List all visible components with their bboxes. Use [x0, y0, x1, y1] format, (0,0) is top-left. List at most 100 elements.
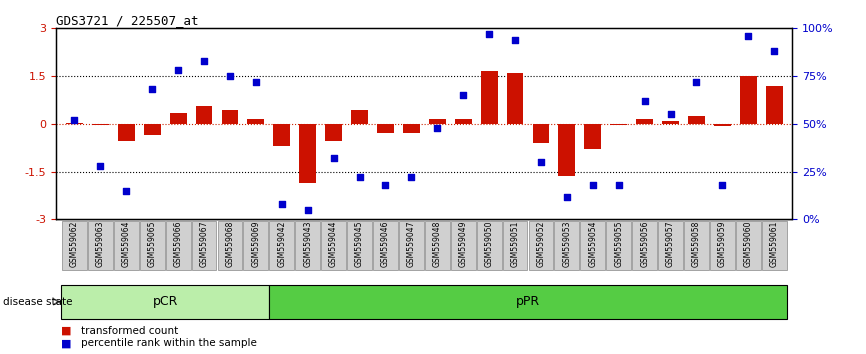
- Bar: [606, 221, 631, 270]
- Point: [326, 155, 340, 161]
- Text: ■: ■: [61, 338, 71, 348]
- Text: GSM559054: GSM559054: [588, 221, 598, 267]
- Text: GSM559048: GSM559048: [433, 221, 442, 267]
- Point: [637, 98, 651, 104]
- Bar: [533, 124, 549, 143]
- Text: pPR: pPR: [516, 295, 540, 308]
- Bar: [662, 121, 679, 124]
- Point: [560, 194, 574, 199]
- Point: [378, 182, 392, 188]
- Text: GSM559063: GSM559063: [96, 221, 105, 267]
- Text: GSM559055: GSM559055: [614, 221, 624, 267]
- Bar: [710, 221, 735, 270]
- Point: [767, 48, 781, 54]
- Text: GSM559058: GSM559058: [692, 221, 701, 267]
- Point: [94, 163, 107, 169]
- Bar: [300, 124, 316, 183]
- Text: GSM559061: GSM559061: [770, 221, 779, 267]
- Bar: [321, 221, 346, 270]
- Point: [715, 182, 729, 188]
- Point: [120, 188, 133, 194]
- Bar: [269, 221, 294, 270]
- Text: GSM559049: GSM559049: [459, 221, 468, 267]
- Bar: [559, 124, 575, 176]
- Bar: [170, 113, 186, 124]
- Text: GSM559060: GSM559060: [744, 221, 753, 267]
- Bar: [373, 221, 397, 270]
- Text: GSM559069: GSM559069: [251, 221, 261, 267]
- Text: GSM559044: GSM559044: [329, 221, 338, 267]
- Point: [68, 117, 81, 123]
- Bar: [191, 221, 216, 270]
- Point: [404, 175, 418, 180]
- Text: GSM559065: GSM559065: [148, 221, 157, 267]
- Bar: [585, 124, 601, 149]
- Bar: [688, 116, 705, 124]
- Text: GSM559057: GSM559057: [666, 221, 675, 267]
- Text: transformed count: transformed count: [81, 326, 178, 336]
- Point: [197, 58, 211, 64]
- Bar: [481, 71, 498, 124]
- Bar: [528, 221, 553, 270]
- Bar: [399, 221, 423, 270]
- Text: GSM559062: GSM559062: [70, 221, 79, 267]
- Bar: [632, 221, 657, 270]
- Point: [482, 31, 496, 37]
- Bar: [476, 221, 501, 270]
- Bar: [740, 76, 757, 124]
- Text: GSM559068: GSM559068: [225, 221, 235, 267]
- Bar: [766, 86, 783, 124]
- Bar: [113, 221, 139, 270]
- Text: GSM559053: GSM559053: [562, 221, 572, 267]
- Point: [145, 87, 159, 92]
- Text: GSM559051: GSM559051: [511, 221, 520, 267]
- Point: [352, 175, 366, 180]
- Bar: [274, 124, 290, 146]
- Bar: [66, 123, 83, 124]
- Text: pCR: pCR: [152, 295, 178, 308]
- Text: GSM559056: GSM559056: [640, 221, 650, 267]
- Point: [611, 182, 625, 188]
- Bar: [502, 221, 527, 270]
- Bar: [762, 221, 786, 270]
- Text: GSM559066: GSM559066: [173, 221, 183, 267]
- Bar: [118, 124, 135, 141]
- Text: GDS3721 / 225507_at: GDS3721 / 225507_at: [56, 14, 199, 27]
- Point: [223, 73, 237, 79]
- Bar: [554, 221, 579, 270]
- Text: GSM559067: GSM559067: [199, 221, 209, 267]
- Bar: [684, 221, 709, 270]
- Bar: [243, 221, 268, 270]
- Bar: [222, 110, 238, 124]
- Point: [586, 182, 600, 188]
- Bar: [62, 221, 87, 270]
- Bar: [658, 221, 683, 270]
- Bar: [736, 221, 760, 270]
- Bar: [403, 124, 420, 133]
- Bar: [92, 124, 109, 125]
- Text: GSM559043: GSM559043: [303, 221, 313, 267]
- Point: [689, 79, 703, 85]
- Point: [430, 125, 444, 131]
- Text: GSM559050: GSM559050: [485, 221, 494, 267]
- Bar: [248, 119, 264, 124]
- Bar: [165, 221, 191, 270]
- Bar: [139, 221, 165, 270]
- Bar: [429, 119, 446, 124]
- Bar: [347, 221, 372, 270]
- Bar: [507, 73, 523, 124]
- Bar: [580, 221, 605, 270]
- Text: GSM559059: GSM559059: [718, 221, 727, 267]
- Point: [508, 37, 522, 42]
- Point: [663, 112, 677, 117]
- Bar: [714, 124, 731, 126]
- Point: [275, 201, 288, 207]
- Point: [301, 207, 314, 213]
- Point: [534, 159, 548, 165]
- Text: percentile rank within the sample: percentile rank within the sample: [81, 338, 256, 348]
- Bar: [451, 221, 475, 270]
- Text: GSM559045: GSM559045: [355, 221, 364, 267]
- Point: [456, 92, 470, 98]
- Bar: [268, 285, 787, 319]
- Bar: [455, 119, 472, 124]
